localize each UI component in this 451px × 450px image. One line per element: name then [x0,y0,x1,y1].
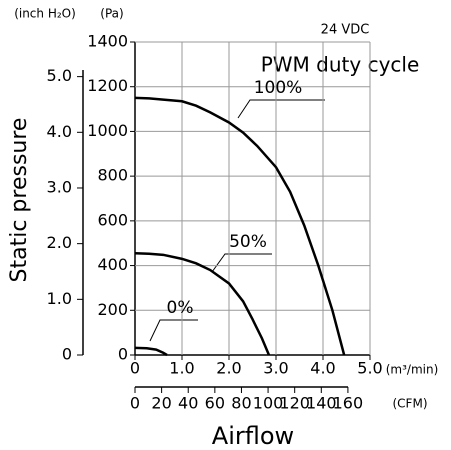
y2-tick-label: 3.0 [47,177,72,196]
y2-tick-label: 5.0 [47,66,72,85]
y-tick-label: 600 [97,210,128,229]
y2-tick-label: 1.0 [47,289,72,308]
x2-tick-label: 120 [279,394,310,413]
x2-tick-label: 40 [178,394,198,413]
x2-tick-label: 0 [130,394,140,413]
curve [134,346,168,357]
y-tick-label: 200 [97,300,128,319]
leader-line [149,319,198,342]
series-label: 100% [254,78,303,98]
x2-tick-label: 60 [205,394,225,413]
x2-unit: (CFM) [393,397,428,411]
y-tick-label: 1000 [87,121,128,140]
supply-label: 24 VDC [321,23,370,38]
x-tick-label: 4.0 [310,359,335,378]
y-tick-label: 1400 [87,32,128,51]
x2-tick-label: 100 [253,394,284,413]
x-tick-label: 3.0 [263,359,288,378]
curve [134,252,271,356]
x2-tick-label: 140 [306,394,337,413]
y2-tick-label: 2.0 [47,233,72,252]
x-tick-label: 5.0 [357,359,382,378]
x2-tick-label: 20 [151,394,171,413]
y-tick-label: 1200 [87,76,128,95]
y-unit: (Pa) [100,7,123,21]
x-tick-label: 1.0 [169,359,194,378]
x-axis-label: Airflow [212,422,294,450]
series-label: 50% [229,232,267,252]
x2-tick-label: 160 [333,394,364,413]
y-tick-label: 400 [97,255,128,274]
leader-line [211,253,272,273]
y-tick-label: 800 [97,166,128,185]
x-unit: (m³/min) [386,363,439,377]
legend-title: PWM duty cycle [261,53,420,77]
y2-tick-label: 4.0 [47,122,72,141]
leader-line [237,99,325,119]
y2-tick-label: 0 [62,345,72,364]
x-tick-label: 2.0 [216,359,241,378]
series-label: 0% [167,298,194,318]
y-tick-label: 0 [118,345,128,364]
x2-tick-label: 80 [231,394,251,413]
y2-unit: (inch H₂O) [14,7,76,21]
y-axis-label: Static pressure [7,118,32,283]
x-tick-label: 0 [130,359,140,378]
curve [134,96,346,356]
